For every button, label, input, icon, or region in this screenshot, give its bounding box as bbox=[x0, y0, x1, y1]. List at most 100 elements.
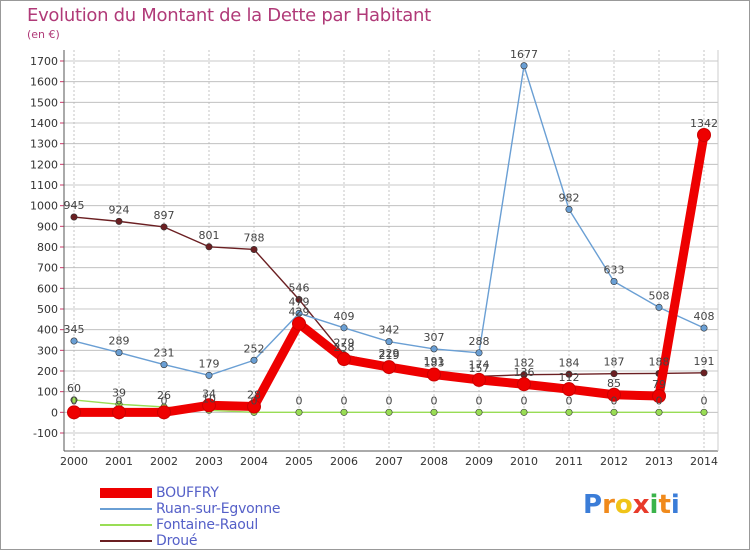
y-tick-label: 1300 bbox=[30, 138, 58, 151]
x-tick-label: 2011 bbox=[555, 455, 583, 468]
legend-item-bouffry: BOUFFRY bbox=[100, 485, 280, 501]
legend-swatch-ruan bbox=[100, 508, 152, 510]
data-label-bouffry: 0 bbox=[71, 394, 78, 407]
data-label-ruan-sur-egvonne: 231 bbox=[154, 347, 175, 360]
data-label-drou-: 279 bbox=[334, 337, 355, 350]
data-label-drou-: 897 bbox=[154, 209, 175, 222]
x-tick-label: 2010 bbox=[510, 455, 538, 468]
x-tick-label: 2002 bbox=[150, 455, 178, 468]
data-point-drou- bbox=[70, 213, 78, 221]
data-point-fontaine-raoul bbox=[340, 408, 348, 416]
y-tick-label: 300 bbox=[37, 344, 58, 357]
x-tick-label: 2009 bbox=[465, 455, 493, 468]
data-point-bouffry bbox=[157, 405, 171, 420]
y-tick-label: 600 bbox=[37, 282, 58, 295]
data-label-fontaine-raoul: 39 bbox=[112, 386, 126, 399]
data-label-ruan-sur-egvonne: 307 bbox=[424, 331, 445, 344]
y-tick-label: 900 bbox=[37, 220, 58, 233]
data-point-bouffry bbox=[427, 367, 441, 382]
proxiti-logo: Proxiti bbox=[583, 490, 680, 520]
x-tick-label: 2007 bbox=[375, 455, 403, 468]
x-tick-label: 2006 bbox=[330, 455, 358, 468]
legend: BOUFFRY Ruan-sur-Egvonne Fontaine-Raoul … bbox=[100, 485, 281, 549]
data-point-drou- bbox=[700, 369, 708, 377]
data-point-ruan-sur-egvonne bbox=[565, 205, 573, 213]
data-label-bouffry: 0 bbox=[161, 394, 168, 407]
data-point-bouffry bbox=[562, 382, 576, 397]
data-point-fontaine-raoul bbox=[295, 408, 303, 416]
y-tick-label: 200 bbox=[37, 365, 58, 378]
x-tick-label: 2013 bbox=[645, 455, 673, 468]
legend-label-droue: Droué bbox=[156, 533, 198, 549]
data-label-ruan-sur-egvonne: 408 bbox=[694, 310, 715, 323]
x-tick-label: 2004 bbox=[240, 455, 268, 468]
data-point-bouffry bbox=[112, 405, 126, 420]
data-point-fontaine-raoul bbox=[520, 408, 528, 416]
x-tick-label: 2005 bbox=[285, 455, 313, 468]
data-label-bouffry: 136 bbox=[514, 366, 535, 379]
data-label-bouffry: 0 bbox=[116, 394, 123, 407]
y-tick-label: -100 bbox=[33, 427, 58, 440]
data-label-fontaine-raoul: 0 bbox=[251, 394, 258, 407]
y-tick-label: 100 bbox=[37, 386, 58, 399]
logo-letter-x: x bbox=[632, 490, 650, 520]
data-label-bouffry: 112 bbox=[559, 371, 580, 384]
data-label-drou-: 546 bbox=[289, 281, 310, 294]
y-tick-label: 1400 bbox=[30, 117, 58, 130]
data-point-fontaine-raoul bbox=[385, 408, 393, 416]
data-label-fontaine-raoul: 0 bbox=[386, 394, 393, 407]
y-tick-label: 1000 bbox=[30, 200, 58, 213]
data-point-bouffry bbox=[292, 316, 306, 331]
y-tick-label: 1100 bbox=[30, 179, 58, 192]
data-label-fontaine-raoul: 0 bbox=[296, 394, 303, 407]
data-label-drou-: 187 bbox=[604, 356, 625, 369]
y-tick-label: 800 bbox=[37, 241, 58, 254]
data-point-drou- bbox=[610, 370, 618, 378]
data-label-drou-: 788 bbox=[244, 231, 265, 244]
data-label-ruan-sur-egvonne: 479 bbox=[289, 295, 310, 308]
data-point-fontaine-raoul bbox=[70, 396, 78, 404]
y-tick-label: 0 bbox=[51, 406, 58, 419]
data-point-ruan-sur-egvonne bbox=[160, 361, 168, 369]
legend-item-droue: Droué bbox=[100, 533, 280, 549]
data-point-drou- bbox=[295, 295, 303, 303]
data-label-ruan-sur-egvonne: 179 bbox=[199, 357, 220, 370]
data-label-fontaine-raoul: 0 bbox=[611, 394, 618, 407]
data-label-bouffry: 79 bbox=[652, 378, 666, 391]
logo-letter-p: P bbox=[583, 490, 603, 520]
chart-title: Evolution du Montant de la Dette par Hab… bbox=[27, 5, 431, 26]
data-point-bouffry bbox=[607, 387, 621, 402]
data-label-bouffry: 85 bbox=[607, 377, 621, 390]
data-point-fontaine-raoul bbox=[655, 408, 663, 416]
data-label-fontaine-raoul: 26 bbox=[157, 389, 171, 402]
data-label-bouffry: 28 bbox=[247, 389, 261, 402]
data-point-ruan-sur-egvonne bbox=[115, 349, 123, 357]
logo-letter-i2: i bbox=[670, 490, 680, 520]
legend-item-ruan: Ruan-sur-Egvonne bbox=[100, 501, 281, 517]
y-tick-label: 1200 bbox=[30, 158, 58, 171]
data-label-fontaine-raoul: 0 bbox=[701, 394, 708, 407]
legend-swatch-droue bbox=[100, 540, 152, 542]
data-point-ruan-sur-egvonne bbox=[655, 303, 663, 311]
y-tick-label: 1500 bbox=[30, 96, 58, 109]
data-point-ruan-sur-egvonne bbox=[385, 338, 393, 346]
data-label-drou-: 188 bbox=[649, 355, 670, 368]
data-point-bouffry bbox=[202, 398, 216, 413]
y-tick-label: 1600 bbox=[30, 76, 58, 89]
data-label-ruan-sur-egvonne: 289 bbox=[109, 335, 130, 348]
data-label-bouffry: 219 bbox=[379, 349, 400, 362]
logo-letter-t: t bbox=[658, 490, 671, 520]
data-point-ruan-sur-egvonne bbox=[610, 278, 618, 286]
data-point-ruan-sur-egvonne bbox=[475, 349, 483, 357]
data-label-ruan-sur-egvonne: 288 bbox=[469, 335, 490, 348]
data-point-fontaine-raoul bbox=[475, 408, 483, 416]
data-point-ruan-sur-egvonne bbox=[205, 371, 213, 379]
data-label-ruan-sur-egvonne: 342 bbox=[379, 324, 400, 337]
data-label-bouffry: 183 bbox=[424, 357, 445, 370]
legend-swatch-bouffry bbox=[100, 488, 152, 498]
data-label-ruan-sur-egvonne: 508 bbox=[649, 289, 670, 302]
data-label-drou-: 174 bbox=[469, 358, 490, 371]
data-point-ruan-sur-egvonne bbox=[700, 324, 708, 332]
logo-letter-o: o bbox=[614, 490, 633, 520]
